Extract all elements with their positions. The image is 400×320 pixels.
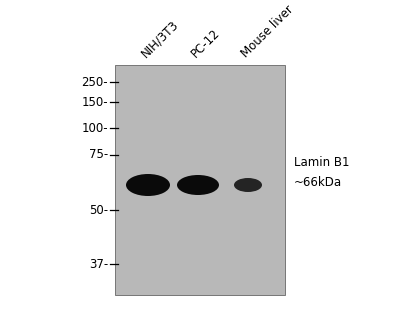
Ellipse shape — [177, 175, 219, 195]
Bar — [115, 65, 285, 295]
Text: ~66kDa: ~66kDa — [294, 177, 342, 189]
Text: 250-: 250- — [81, 76, 108, 89]
Text: Mouse liver: Mouse liver — [239, 3, 296, 60]
Ellipse shape — [126, 174, 170, 196]
Ellipse shape — [234, 178, 262, 192]
Text: NIH/3T3: NIH/3T3 — [139, 18, 181, 60]
Text: 150-: 150- — [81, 95, 108, 108]
Text: 75-: 75- — [89, 148, 108, 162]
Text: 50-: 50- — [89, 204, 108, 217]
Text: Lamin B1: Lamin B1 — [294, 156, 350, 170]
Text: PC-12: PC-12 — [189, 26, 222, 60]
Text: 100-: 100- — [81, 122, 108, 134]
Text: 37-: 37- — [89, 258, 108, 270]
